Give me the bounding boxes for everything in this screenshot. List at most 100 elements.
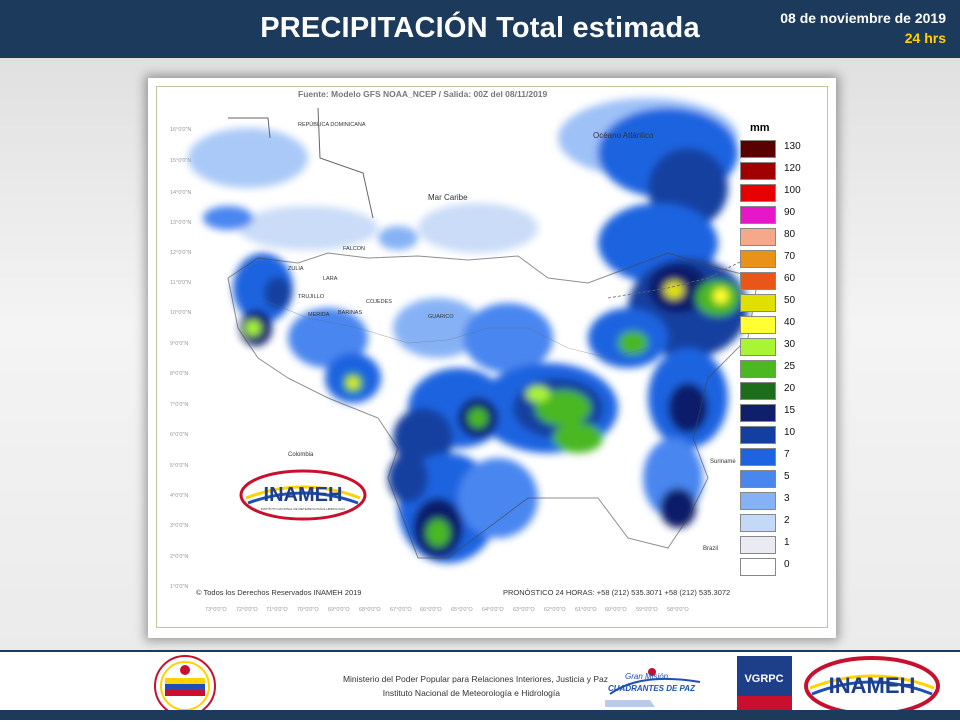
forecast-period: 24 hrs — [904, 30, 946, 46]
lon-tick: 70°0'0"O — [297, 607, 319, 613]
map-source: Fuente: Modelo GFS NOAA_NCEP / Salida: 0… — [298, 89, 548, 99]
header-bar: PRECIPITACIÓN Total estimada 08 de novie… — [0, 0, 960, 58]
inameh-map-logo-subtitle: INSTITUTO NACIONAL DE METEOROLOGÍA E HID… — [261, 507, 345, 511]
dr-border-west — [228, 117, 271, 139]
label-merida: MERIDA — [308, 312, 330, 318]
legend-label: 130 — [784, 141, 801, 152]
legend-label: 50 — [784, 295, 796, 306]
legend-swatch — [740, 492, 776, 510]
footer-institution-text: Ministerio del Poder Popular para Relaci… — [228, 672, 608, 700]
legend-swatch — [740, 294, 776, 312]
lat-tick: 8°0'0"N — [170, 371, 188, 377]
legend-swatch — [740, 162, 776, 180]
legend-swatch — [740, 338, 776, 356]
lon-tick: 64°0'0"O — [482, 607, 504, 613]
legend-label: 70 — [784, 251, 796, 262]
legend-swatch — [740, 382, 776, 400]
legend-swatch — [740, 250, 776, 268]
inameh-logo: INAMEH — [804, 656, 940, 716]
forecast-date: 08 de noviembre de 2019 — [780, 10, 946, 26]
legend-swatch — [740, 404, 776, 422]
map-border — [156, 86, 828, 628]
legend-swatch — [740, 470, 776, 488]
legend-label: 5 — [784, 471, 790, 482]
legend-swatch — [740, 184, 776, 202]
ministry-seal-icon — [154, 655, 216, 717]
lon-tick: 66°0'0"O — [420, 607, 442, 613]
lon-axis: 73°0'0"O 72°0'0"O 71°0'0"O 70°0'0"O 69°0… — [205, 607, 689, 613]
lat-axis: 16°0'0"N 15°0'0"N 14°0'0"N 13°0'0"N 12°0… — [170, 127, 191, 590]
footer-ministry-line: Ministerio del Poder Popular para Relaci… — [342, 674, 608, 684]
legend-label: 0 — [784, 559, 790, 570]
legend-label: 15 — [784, 405, 796, 416]
lon-tick: 63°0'0"O — [513, 607, 535, 613]
lon-tick: 65°0'0"O — [451, 607, 473, 613]
footer-institute-line: Instituto Nacional de Meteorología e Hid… — [382, 688, 560, 698]
lat-tick: 9°0'0"N — [170, 341, 188, 347]
legend-swatch — [740, 316, 776, 334]
precipitation-field — [188, 98, 748, 563]
legend-label: 25 — [784, 361, 796, 372]
legend-label: 120 — [784, 163, 801, 174]
legend-label: 60 — [784, 273, 796, 284]
lat-tick: 7°0'0"N — [170, 402, 188, 408]
label-trujillo: TRUJILLO — [298, 294, 325, 300]
gran-mision-title: Gran Misión — [625, 672, 669, 681]
legend-label: 10 — [784, 427, 796, 438]
label-oceano-atlantico: Océano Atlántico — [593, 131, 654, 140]
label-brazil: Brazil — [703, 546, 718, 552]
lat-tick: 6°0'0"N — [170, 432, 188, 438]
legend-swatch — [740, 140, 776, 158]
label-falcon: FALCON — [343, 246, 365, 252]
inameh-footer-text: INAMEH — [829, 673, 916, 698]
lat-tick: 2°0'0"N — [170, 554, 188, 560]
lat-tick: 12°0'0"N — [170, 250, 191, 256]
gran-mision-logo: Gran Misión CUADRANTES DE PAZ — [605, 668, 701, 707]
legend-swatch — [740, 360, 776, 378]
page-title: PRECIPITACIÓN Total estimada — [260, 12, 700, 44]
dr-border — [317, 107, 374, 219]
label-mar-caribe: Mar Caribe — [428, 193, 468, 202]
legend-label: 90 — [784, 207, 796, 218]
state-borders — [257, 297, 649, 359]
legend-label: 100 — [784, 185, 801, 196]
legend-label: 2 — [784, 515, 790, 526]
legend-swatch — [740, 558, 776, 576]
lon-tick: 71°0'0"O — [266, 607, 288, 613]
lon-tick: 73°0'0"O — [205, 607, 227, 613]
legend-label: 3 — [784, 493, 790, 504]
label-guarico: GUARICO — [428, 314, 454, 320]
legend-swatch — [740, 448, 776, 466]
precipitation-map: Fuente: Modelo GFS NOAA_NCEP / Salida: 0… — [170, 89, 759, 613]
inameh-map-logo: INAMEH INSTITUTO NACIONAL DE METEOROLOGÍ… — [239, 469, 367, 521]
legend-label: 30 — [784, 339, 796, 350]
legend-label: 40 — [784, 317, 796, 328]
label-dominican-republic: REPÚBLICA DOMINICANA — [298, 121, 366, 128]
vgrpc-logo: VGRPC — [737, 656, 792, 716]
lat-tick: 10°0'0"N — [170, 310, 191, 316]
legend-swatch — [740, 426, 776, 444]
lon-tick: 60°0'0"O — [605, 607, 627, 613]
vgrpc-text: VGRPC — [744, 673, 783, 685]
legend-label: 7 — [784, 449, 790, 460]
legend-swatch — [740, 206, 776, 224]
lat-tick: 5°0'0"N — [170, 463, 188, 469]
map-frame: Fuente: Modelo GFS NOAA_NCEP / Salida: 0… — [148, 78, 836, 638]
gran-mision-subtitle: CUADRANTES DE PAZ — [608, 684, 696, 693]
label-cojedes: COJEDES — [366, 299, 392, 305]
lat-tick: 11°0'0"N — [170, 280, 191, 286]
map-copyright: © Todos los Derechos Reservados INAMEH 2… — [196, 588, 361, 597]
lon-tick: 61°0'0"O — [575, 607, 597, 613]
legend-swatch — [740, 272, 776, 290]
label-colombia: Colombia — [288, 452, 314, 458]
label-lara: LARA — [323, 276, 338, 282]
lat-tick: 15°0'0"N — [170, 158, 191, 164]
legend-unit: mm — [750, 122, 770, 134]
lat-tick: 3°0'0"N — [170, 523, 188, 529]
legend-label: 20 — [784, 383, 796, 394]
lat-tick: 13°0'0"N — [170, 220, 191, 226]
lon-tick: 58°0'0"O — [667, 607, 689, 613]
legend-label: 1 — [784, 537, 790, 548]
legend-swatch — [740, 514, 776, 532]
lon-tick: 69°0'0"O — [328, 607, 350, 613]
